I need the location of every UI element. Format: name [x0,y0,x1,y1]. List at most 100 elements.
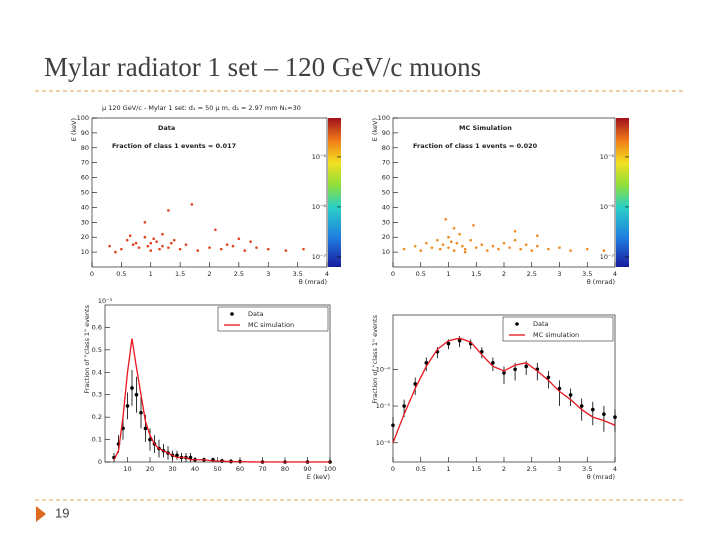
point [519,247,522,251]
point [436,238,439,242]
point [152,237,155,240]
x-tick-label: 4 [325,270,329,278]
series-line [392,337,616,444]
point [491,244,495,248]
annotation: MC Simulation [459,124,512,132]
y-tick-label: 0.3 [92,391,102,399]
point [508,246,511,249]
y-tick-label: 0.4 [92,368,102,376]
point [558,246,561,249]
x-axis-label: θ (mrad) [587,473,615,481]
point [219,247,223,251]
x-axis-label: θ (mrad) [587,278,615,286]
point [472,223,475,227]
data-point [424,361,429,365]
point [447,235,450,239]
point [120,247,123,251]
plot-frame [392,117,616,268]
legend-box [502,316,614,342]
point [161,232,164,236]
x-tick-label: 2.5 [234,270,244,278]
point [196,249,200,252]
point [449,240,453,243]
x-tick-label: 50 [213,465,221,473]
data-point [175,453,179,458]
x-axis-label: θ (mrad) [299,278,327,286]
x-tick-label: 0 [391,270,395,278]
point [249,240,252,243]
annotation: Fraction of class 1 events = 0.020 [413,142,538,150]
y-tick-label: 90 [382,129,390,137]
point [413,244,417,248]
data-point [513,367,517,372]
y-tick-label: 70 [382,159,390,167]
y-tick-label: 30 [81,218,89,226]
y-tick-label: 40 [81,203,89,211]
point [114,250,117,254]
x-tick-label: 1 [446,465,450,473]
y-axis-label: Fraction of "class 1" events [83,304,91,393]
point [444,218,448,221]
point [585,247,589,251]
point [108,244,111,248]
point [149,241,153,245]
y-tick-label: 10⁻⁶ [376,439,391,447]
x-tick-label: 30 [168,465,176,473]
colorbar-tick-label: 10⁻⁶ [600,203,615,211]
y-tick-label: 20 [81,233,89,241]
x-tick-label: 60 [236,465,244,473]
data-point [139,410,143,415]
point [455,241,459,245]
point [125,238,129,242]
legend-box [217,306,329,332]
point [452,226,456,230]
colorbar-tick-label: 10⁻⁶ [312,203,327,211]
x-tick-label: 2 [502,270,506,278]
point [461,244,464,248]
point [214,228,217,232]
x-tick-label: 80 [281,465,289,473]
y-tick-label: 10 [81,248,89,256]
point [149,249,153,252]
point [480,243,484,246]
point [128,234,132,238]
point [225,243,229,246]
point [255,246,258,249]
point [184,243,188,246]
x-tick-label: 3.5 [582,270,592,278]
data-point [143,426,148,431]
y-tick-label: 0 [98,458,102,466]
x-tick-label: 0 [391,465,395,473]
x-tick-label: 100 [324,465,336,473]
data-point [480,349,484,354]
x-tick-label: 3.5 [582,465,592,473]
y-tick-label: 60 [382,174,390,182]
y-tick-label: 50 [81,189,89,197]
point [146,244,150,248]
point [513,238,517,242]
x-axis-label: E (keV) [307,473,330,481]
point [178,247,182,251]
legend-swatch [230,312,234,316]
legend-label: Data [533,320,549,328]
point [602,249,606,252]
point [486,249,489,252]
point [530,249,534,252]
data-point [557,386,562,391]
data-point [613,415,617,419]
y-tick-label: 100 [378,114,390,122]
y-tick-label: 10 [382,248,390,256]
y-axis-label: E (keV) [70,118,78,141]
x-tick-label: 3.5 [292,270,302,278]
colorbar-tick-label: 10⁻⁷ [600,253,615,261]
series-line [113,338,330,463]
legend-label: MC simulation [533,331,579,339]
point [547,247,550,251]
annotation: Fraction of class 1 events = 0.017 [112,142,236,150]
point [284,249,288,252]
legend-swatch [515,322,519,326]
x-tick-label: 3 [266,270,270,278]
point [143,235,147,239]
point [502,241,506,245]
point [463,250,467,254]
